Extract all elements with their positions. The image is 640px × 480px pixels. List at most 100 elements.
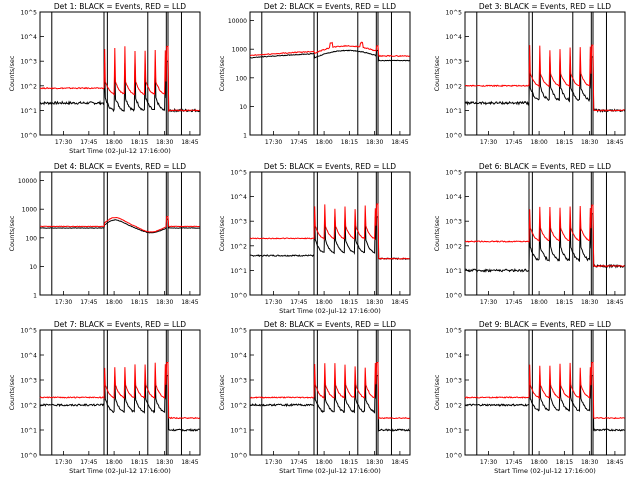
y-tick-label: 1000 [232,47,247,54]
y-tick-label: 10^2 [446,83,463,90]
plot-frame [249,11,411,136]
y-tick-label: 10000 [18,178,37,185]
chart-panel-7: Det 7: BLACK = Events, RED = LLD Counts/s… [8,320,201,475]
plot-frame [464,329,626,456]
x-tick-label: 17:45 [505,459,522,466]
x-tick-label: 18:30 [581,139,598,146]
y-tick-label: 10^0 [446,453,463,460]
y-tick-label: 10^0 [21,453,38,460]
y-tick-label: 100 [26,235,38,242]
y-tick-label: 100 [236,75,248,82]
plot-frame [39,171,201,296]
x-axis-label: Start Time (02-Jul-12 17:16:00) [69,147,171,155]
series-line-lld [249,362,410,420]
series-line-events [464,213,625,273]
x-axis-label: Start Time (02-Jul-12 17:16:00) [69,467,171,475]
y-tick-label: 10^5 [21,328,38,335]
y-axis-label: Counts/sec [218,215,226,251]
series-line-events [249,375,410,432]
y-tick-label: 10^5 [231,328,248,335]
y-tick-label: 10^4 [231,194,248,201]
chart-title: Det 3: BLACK = Events, RED = LLD [479,2,611,11]
x-tick-label: 18:00 [315,139,332,146]
y-axis-label: Counts/sec [433,374,441,410]
chart-title: Det 5: BLACK = Events, RED = LLD [264,162,396,171]
series-line-lld [464,204,625,268]
y-tick-label: 10^0 [231,453,248,460]
y-tick-label: 10^1 [446,428,463,435]
x-tick-label: 17:45 [505,299,522,306]
chart-title: Det 6: BLACK = Events, RED = LLD [479,162,611,171]
y-tick-label: 10^2 [21,83,38,90]
x-tick-label: 17:45 [290,139,307,146]
chart-panel-9: Det 9: BLACK = Events, RED = LLD Counts/s… [433,320,626,475]
y-tick-label: 10^3 [446,219,463,226]
y-tick-label: 10^4 [21,353,38,360]
y-tick-label: 10^4 [231,353,248,360]
y-tick-label: 10^0 [446,293,463,300]
y-tick-label: 10^0 [231,293,248,300]
y-tick-label: 10^1 [21,428,38,435]
x-tick-label: 18:45 [181,459,198,466]
series-line-lld [249,41,410,58]
chart-title: Det 1: BLACK = Events, RED = LLD [54,2,186,11]
y-tick-label: 10^1 [21,108,38,115]
x-tick-label: 18:45 [181,139,198,146]
x-tick-label: 17:30 [480,299,497,306]
x-tick-label: 18:45 [606,459,623,466]
x-tick-label: 18:45 [391,299,408,306]
x-tick-label: 17:30 [265,459,282,466]
chart-panel-2: Det 2: BLACK = Events, RED = LLD Counts/s… [218,2,411,146]
chart-panel-1: Det 1: BLACK = Events, RED = LLD Counts/s… [8,2,201,155]
x-tick-label: 18:00 [530,299,547,306]
y-tick-label: 10^2 [231,403,248,410]
series-line-lld [39,216,200,233]
x-tick-label: 18:15 [341,459,358,466]
y-tick-label: 1 [243,133,247,140]
x-tick-label: 18:30 [156,299,173,306]
y-tick-label: 10^5 [446,170,463,177]
plot-frame [464,11,626,136]
chart-title: Det 2: BLACK = Events, RED = LLD [264,2,396,11]
x-tick-label: 17:45 [80,139,97,146]
series-line-events [464,56,626,113]
y-tick-label: 10^5 [231,170,248,177]
x-tick-label: 18:45 [606,299,623,306]
plot-frame [249,171,411,296]
y-tick-label: 10^4 [446,353,463,360]
y-tick-label: 10^4 [21,34,38,41]
x-tick-label: 18:15 [556,299,573,306]
y-axis-label: Counts/sec [8,374,16,410]
y-tick-label: 10^3 [21,59,38,66]
x-tick-label: 17:30 [55,459,72,466]
chart-panel-6: Det 6: BLACK = Events, RED = LLD Counts/s… [433,162,626,306]
chart-panel-3: Det 3: BLACK = Events, RED = LLD Counts/s… [433,2,626,146]
y-tick-label: 10^3 [446,59,463,66]
y-tick-label: 10^3 [231,378,248,385]
series-line-lld [39,362,201,420]
chart-panel-8: Det 8: BLACK = Events, RED = LLD Counts/s… [218,320,411,475]
series-line-events [39,60,201,113]
x-tick-label: 18:00 [315,299,332,306]
y-axis-label: Counts/sec [218,374,226,410]
x-tick-label: 18:00 [105,459,122,466]
x-tick-label: 18:00 [530,459,547,466]
y-tick-label: 10^4 [446,34,463,41]
x-tick-label: 18:45 [181,299,198,306]
series-line-lld [249,203,410,260]
y-tick-label: 10^5 [21,10,38,17]
chart-title: Det 4: BLACK = Events, RED = LLD [54,162,186,171]
x-tick-label: 18:15 [131,459,148,466]
chart-panel-5: Det 5: BLACK = Events, RED = LLD Counts/s… [218,162,411,315]
x-tick-label: 18:00 [530,139,547,146]
y-tick-label: 10 [29,264,37,271]
x-tick-label: 18:00 [105,139,122,146]
series-line-events [39,375,200,432]
y-tick-label: 10^2 [231,243,248,250]
x-tick-label: 17:45 [290,459,307,466]
x-tick-label: 18:30 [156,139,173,146]
plot-frame [39,329,201,456]
y-axis-label: Counts/sec [218,55,226,91]
x-tick-label: 17:45 [505,139,522,146]
